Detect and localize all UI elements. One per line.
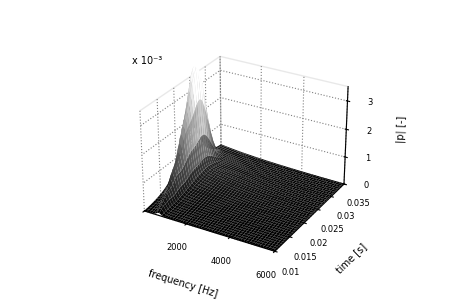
X-axis label: frequency [Hz]: frequency [Hz]	[147, 268, 219, 299]
Y-axis label: time [s]: time [s]	[335, 241, 369, 275]
Text: x 10⁻³: x 10⁻³	[132, 56, 162, 66]
